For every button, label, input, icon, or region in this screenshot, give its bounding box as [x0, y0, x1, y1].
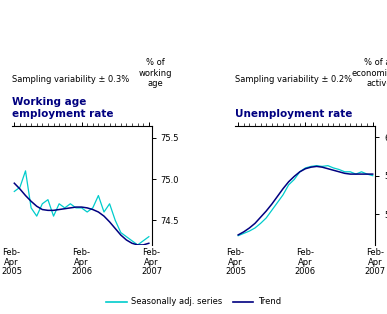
Text: Feb-
Apr
2005: Feb- Apr 2005	[1, 248, 22, 276]
Text: Feb-
Apr
2006: Feb- Apr 2006	[295, 248, 316, 276]
Text: Feb-
Apr
2007: Feb- Apr 2007	[141, 248, 162, 276]
Legend: Seasonally adj. series, Trend: Seasonally adj. series, Trend	[103, 294, 284, 310]
Text: % of all
economically
active: % of all economically active	[351, 58, 387, 88]
Text: Sampling variability ± 0.2%: Sampling variability ± 0.2%	[235, 75, 353, 84]
Text: Unemployment rate: Unemployment rate	[235, 109, 353, 119]
Text: Feb-
Apr
2005: Feb- Apr 2005	[225, 248, 246, 276]
Text: Feb-
Apr
2006: Feb- Apr 2006	[71, 248, 92, 276]
Text: Feb-
Apr
2007: Feb- Apr 2007	[365, 248, 386, 276]
Text: Working age
employment rate: Working age employment rate	[12, 97, 113, 119]
Text: Sampling variability ± 0.3%: Sampling variability ± 0.3%	[12, 75, 129, 84]
Text: % of
working
age: % of working age	[139, 58, 172, 88]
